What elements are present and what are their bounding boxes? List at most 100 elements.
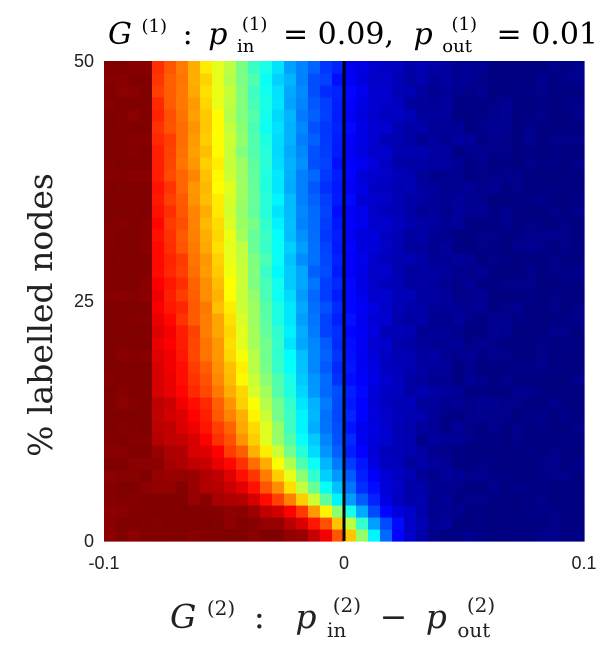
heatmap-cell bbox=[488, 313, 501, 326]
heatmap-cell bbox=[572, 385, 585, 398]
heatmap-cell bbox=[560, 325, 573, 338]
heatmap-cell bbox=[536, 337, 549, 350]
heatmap-cell bbox=[572, 457, 585, 470]
heatmap-cell bbox=[260, 133, 273, 146]
heatmap-cell bbox=[368, 193, 381, 206]
heatmap-cell bbox=[176, 469, 189, 482]
heatmap-cell bbox=[392, 517, 405, 530]
heatmap-cell bbox=[476, 85, 489, 98]
heatmap-cell bbox=[404, 193, 417, 206]
heatmap-cell bbox=[284, 241, 297, 254]
heatmap-cell bbox=[128, 409, 141, 422]
heatmap-cell bbox=[560, 481, 573, 494]
heatmap-cell bbox=[392, 61, 405, 74]
heatmap-cell bbox=[464, 277, 477, 290]
heatmap-cell bbox=[344, 277, 357, 290]
heatmap-cell bbox=[272, 493, 285, 506]
heatmap-cell bbox=[500, 457, 513, 470]
heatmap-cell bbox=[116, 409, 129, 422]
heatmap-cell bbox=[356, 409, 369, 422]
heatmap-cell bbox=[104, 145, 117, 158]
heatmap-cell bbox=[368, 493, 381, 506]
heatmap-cell bbox=[236, 421, 249, 434]
heatmap-cell bbox=[392, 157, 405, 170]
heatmap-cell bbox=[344, 85, 357, 98]
heatmap-cell bbox=[452, 241, 465, 254]
heatmap-cell bbox=[140, 517, 153, 530]
heatmap-cell bbox=[464, 169, 477, 182]
heatmap-cell bbox=[260, 181, 273, 194]
heatmap-cell bbox=[428, 277, 441, 290]
heatmap-cell bbox=[116, 337, 129, 350]
heatmap-cell bbox=[404, 469, 417, 482]
heatmap-cell bbox=[224, 229, 237, 242]
heatmap-cell bbox=[332, 73, 345, 86]
heatmap-cell bbox=[464, 301, 477, 314]
heatmap-cell bbox=[116, 469, 129, 482]
heatmap-cell bbox=[428, 493, 441, 506]
heatmap-cell bbox=[548, 361, 561, 374]
heatmap-cell bbox=[332, 277, 345, 290]
heatmap-cell bbox=[260, 433, 273, 446]
title-graph: G bbox=[108, 17, 132, 52]
heatmap-cell bbox=[356, 313, 369, 326]
heatmap-cell bbox=[248, 193, 261, 206]
heatmap-cell bbox=[332, 433, 345, 446]
heatmap-cell bbox=[308, 433, 321, 446]
heatmap-cell bbox=[452, 253, 465, 266]
heatmap-cell bbox=[488, 85, 501, 98]
heatmap-cell bbox=[152, 121, 165, 134]
heatmap-cell bbox=[344, 73, 357, 86]
heatmap-cell bbox=[320, 517, 333, 530]
heatmap-cell bbox=[572, 85, 585, 98]
heatmap-cell bbox=[416, 481, 429, 494]
heatmap-cell bbox=[536, 361, 549, 374]
heatmap-cell bbox=[104, 241, 117, 254]
heatmap-cell bbox=[176, 313, 189, 326]
heatmap-cell bbox=[512, 421, 525, 434]
heatmap-cell bbox=[572, 361, 585, 374]
heatmap-cell bbox=[392, 445, 405, 458]
heatmap-cell bbox=[140, 217, 153, 230]
heatmap-cell bbox=[272, 313, 285, 326]
heatmap-cell bbox=[140, 289, 153, 302]
heatmap-cell bbox=[428, 325, 441, 338]
heatmap-cell bbox=[536, 445, 549, 458]
heatmap-cell bbox=[116, 445, 129, 458]
title-p-out-superscript: (1) bbox=[451, 14, 477, 35]
heatmap-cell bbox=[152, 445, 165, 458]
heatmap-cell bbox=[560, 109, 573, 122]
heatmap-cell bbox=[116, 61, 129, 74]
heatmap-cell bbox=[248, 229, 261, 242]
heatmap-cell bbox=[428, 529, 441, 542]
heatmap-cell bbox=[464, 133, 477, 146]
heatmap-cell bbox=[200, 529, 213, 542]
heatmap-cell bbox=[332, 253, 345, 266]
heatmap-cell bbox=[512, 73, 525, 86]
heatmap-cell bbox=[272, 265, 285, 278]
heatmap-cell bbox=[380, 529, 393, 542]
heatmap-cell bbox=[308, 313, 321, 326]
heatmap-cell bbox=[224, 73, 237, 86]
heatmap-cell bbox=[452, 73, 465, 86]
heatmap-cell bbox=[284, 265, 297, 278]
heatmap-cell bbox=[224, 205, 237, 218]
heatmap-cell bbox=[368, 277, 381, 290]
heatmap-cell bbox=[140, 529, 153, 542]
heatmap-cell bbox=[500, 121, 513, 134]
heatmap-cell bbox=[368, 217, 381, 230]
heatmap-cell bbox=[404, 325, 417, 338]
heatmap-cell bbox=[224, 289, 237, 302]
heatmap-cell bbox=[212, 121, 225, 134]
heatmap-cell bbox=[548, 109, 561, 122]
heatmap-cell bbox=[452, 97, 465, 110]
heatmap-cell bbox=[260, 229, 273, 242]
heatmap-cell bbox=[332, 109, 345, 122]
heatmap-cell bbox=[224, 349, 237, 362]
heatmap-cell bbox=[368, 385, 381, 398]
heatmap-cell bbox=[476, 337, 489, 350]
heatmap-cell bbox=[224, 529, 237, 542]
heatmap-cell bbox=[104, 373, 117, 386]
heatmap-cell bbox=[164, 337, 177, 350]
heatmap-cell bbox=[440, 397, 453, 410]
